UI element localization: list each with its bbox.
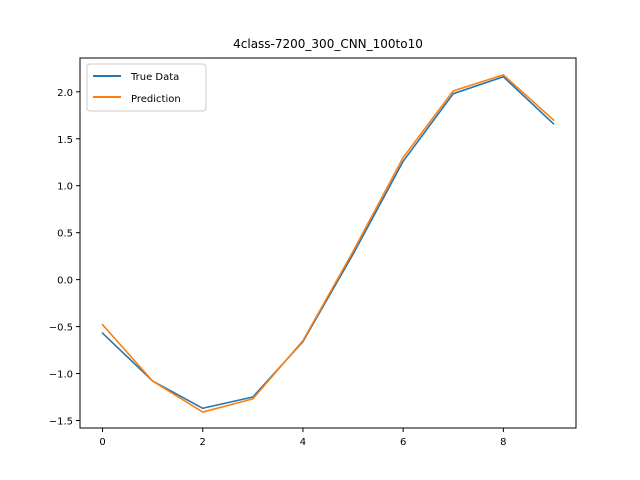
legend-label-true-data: True Data: [130, 72, 179, 83]
plot-frame: [79, 57, 577, 429]
legend: True Data Prediction: [86, 63, 207, 112]
series-line-prediction: [101, 74, 555, 413]
y-tick-label: 1.5: [57, 135, 73, 146]
y-tick-label: −0.5: [49, 323, 73, 334]
series-line-true-data: [101, 75, 555, 410]
y-tick-label: 2.0: [57, 88, 73, 99]
x-tick-label: 0: [99, 437, 105, 448]
y-tick-label: −1.0: [49, 370, 73, 381]
series-lines: [101, 74, 555, 413]
chart-title: 4class-7200_300_CNN_100to10: [233, 37, 423, 51]
y-tick-label: 0.0: [57, 276, 73, 287]
axis-ticks: 0 2 4 6 8 −1.5 −1.0 −0.5 0.0 0.5 1.0 1.5 2.0: [49, 88, 507, 448]
x-tick-label: 4: [300, 437, 306, 448]
x-tick-label: 6: [400, 437, 406, 448]
y-tick-label: −1.5: [49, 416, 73, 427]
legend-label-prediction: Prediction: [131, 94, 181, 105]
y-tick-label: 0.5: [57, 229, 73, 240]
x-tick-label: 2: [200, 437, 206, 448]
y-tick-label: 1.0: [57, 182, 73, 193]
x-tick-label: 8: [500, 437, 506, 448]
